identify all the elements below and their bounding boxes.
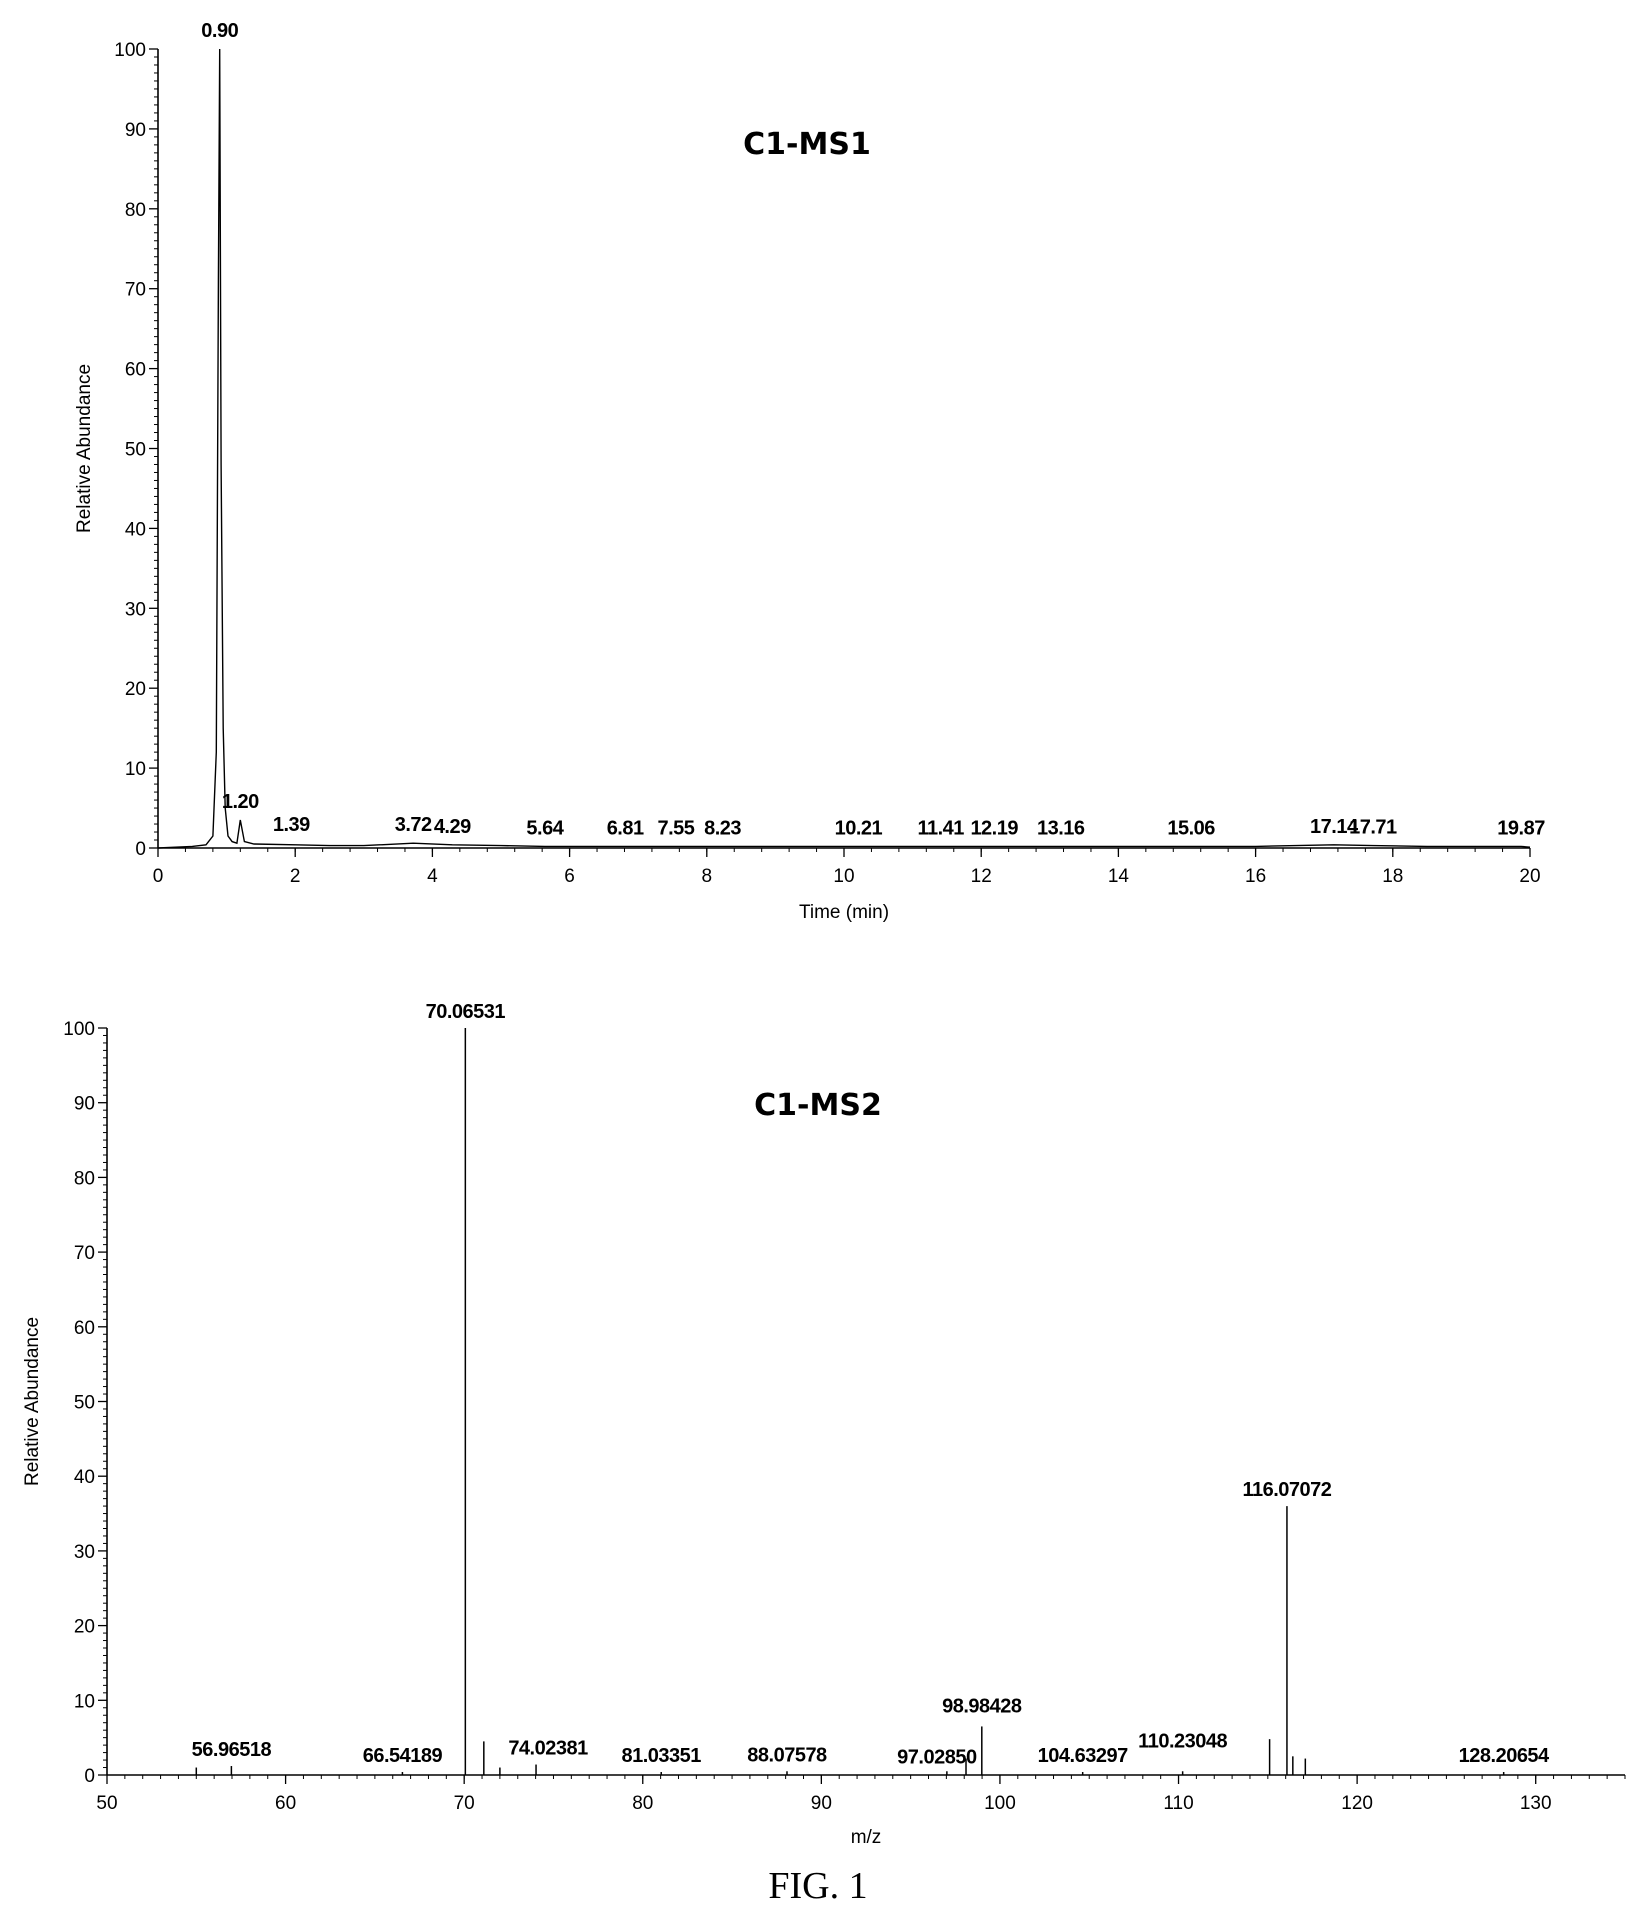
y-tick-label: 50 [125, 440, 146, 461]
peak-label: 74.02381 [508, 1738, 588, 1760]
x-tick-label: 8 [702, 866, 713, 887]
plot-title: C1-MS1 [743, 127, 871, 162]
peak-label: 19.87 [1497, 817, 1545, 839]
x-tick-label: 20 [1519, 866, 1540, 887]
x-tick-label: 6 [564, 866, 575, 887]
peak-label: 116.07072 [1242, 1479, 1331, 1501]
x-tick-label: 50 [96, 1793, 117, 1814]
peak-label: 13.16 [1037, 817, 1085, 839]
x-tick-label: 18 [1382, 866, 1403, 887]
y-tick-label: 80 [125, 200, 146, 221]
peak-label: 70.06531 [426, 1001, 506, 1023]
x-tick-label: 2 [290, 866, 301, 887]
peak-label: 66.54189 [363, 1745, 443, 1767]
y-tick-label: 0 [84, 1766, 95, 1787]
peak-label: 3.72 [395, 814, 432, 836]
peak-label: 4.29 [434, 816, 471, 838]
y-tick-label: 30 [125, 599, 146, 620]
peak-label: 10.21 [835, 817, 883, 839]
peak-label: 12.19 [970, 817, 1018, 839]
x-tick-label: 4 [427, 866, 438, 887]
peak-label: 15.06 [1167, 817, 1215, 839]
y-tick-label: 60 [74, 1318, 95, 1339]
y-tick-label: 100 [63, 1019, 95, 1040]
chromatogram-panel: 0 10 20 30 40 50 60 70 80 90 100 0 2 4 6 8 10 12 14 16 18 20 T… [74, 20, 1546, 923]
y-tick-label: 60 [125, 360, 146, 381]
peak-label: 104.63297 [1038, 1745, 1128, 1767]
y-tick-label: 40 [74, 1467, 95, 1488]
peak-label: 110.23048 [1138, 1730, 1227, 1752]
x-tick-label: 16 [1245, 866, 1266, 887]
y-tick-label: 40 [125, 519, 146, 540]
y-tick-label: 80 [74, 1168, 95, 1189]
peak-label: 128.20654 [1459, 1745, 1550, 1767]
peak-label: 1.39 [273, 814, 310, 836]
peak-label: 81.03351 [622, 1745, 702, 1767]
x-tick-label: 90 [811, 1793, 832, 1814]
peak-label: 97.02850 [897, 1746, 977, 1768]
y-tick-label: 0 [135, 839, 146, 860]
y-tick-label: 100 [114, 40, 146, 61]
x-tick-label: 100 [984, 1793, 1016, 1814]
x-tick-label: 60 [275, 1793, 296, 1814]
peak-label: 11.41 [917, 817, 964, 839]
y-tick-label: 20 [74, 1617, 95, 1638]
x-tick-label: 120 [1341, 1793, 1373, 1814]
peak-label: 56.96518 [192, 1739, 272, 1761]
y-tick-label: 10 [74, 1691, 95, 1712]
y-tick-label: 90 [74, 1094, 95, 1115]
x-axis-title: Time (min) [799, 902, 889, 923]
peak-label: 17.14 [1310, 816, 1359, 838]
figure-caption: FIG. 1 [768, 1865, 867, 1907]
x-tick-label: 80 [632, 1793, 653, 1814]
y-axis-title: Relative Abundance [22, 1317, 43, 1486]
peak-label: 98.98428 [942, 1695, 1022, 1717]
peak-label: 0.90 [201, 20, 238, 42]
y-tick-label: 70 [74, 1243, 95, 1264]
y-tick-label: 20 [125, 679, 146, 700]
x-axis-title: m/z [851, 1827, 882, 1848]
y-tick-label: 90 [125, 120, 146, 141]
peak-label: 1.20 [222, 791, 259, 813]
y-axis-title: Relative Abundance [74, 364, 95, 533]
y-tick-label: 50 [74, 1393, 95, 1414]
x-tick-label: 10 [833, 866, 854, 887]
y-tick-label: 30 [74, 1542, 95, 1563]
peak-label: 17.71 [1349, 817, 1397, 839]
peak-label: 5.64 [526, 817, 564, 839]
plot-title: C1-MS2 [754, 1088, 882, 1123]
mass-spectrum-panel: 0 10 20 30 40 50 60 70 80 90 100 50 60 70 80 90 100 110 12… [22, 1001, 1626, 1848]
x-tick-label: 0 [153, 866, 164, 887]
peak-label: 88.07578 [747, 1744, 827, 1766]
x-tick-label: 70 [454, 1793, 475, 1814]
peak-label: 8.23 [704, 817, 741, 839]
y-tick-label: 70 [125, 280, 146, 301]
x-tick-label: 110 [1163, 1793, 1193, 1814]
x-tick-label: 12 [971, 866, 992, 887]
peak-label: 6.81 [607, 817, 644, 839]
y-tick-label: 10 [125, 759, 146, 780]
x-tick-label: 14 [1108, 866, 1130, 887]
chromatogram-trace [157, 48, 1531, 849]
peak-label: 7.55 [657, 817, 694, 839]
x-tick-label: 130 [1520, 1793, 1552, 1814]
